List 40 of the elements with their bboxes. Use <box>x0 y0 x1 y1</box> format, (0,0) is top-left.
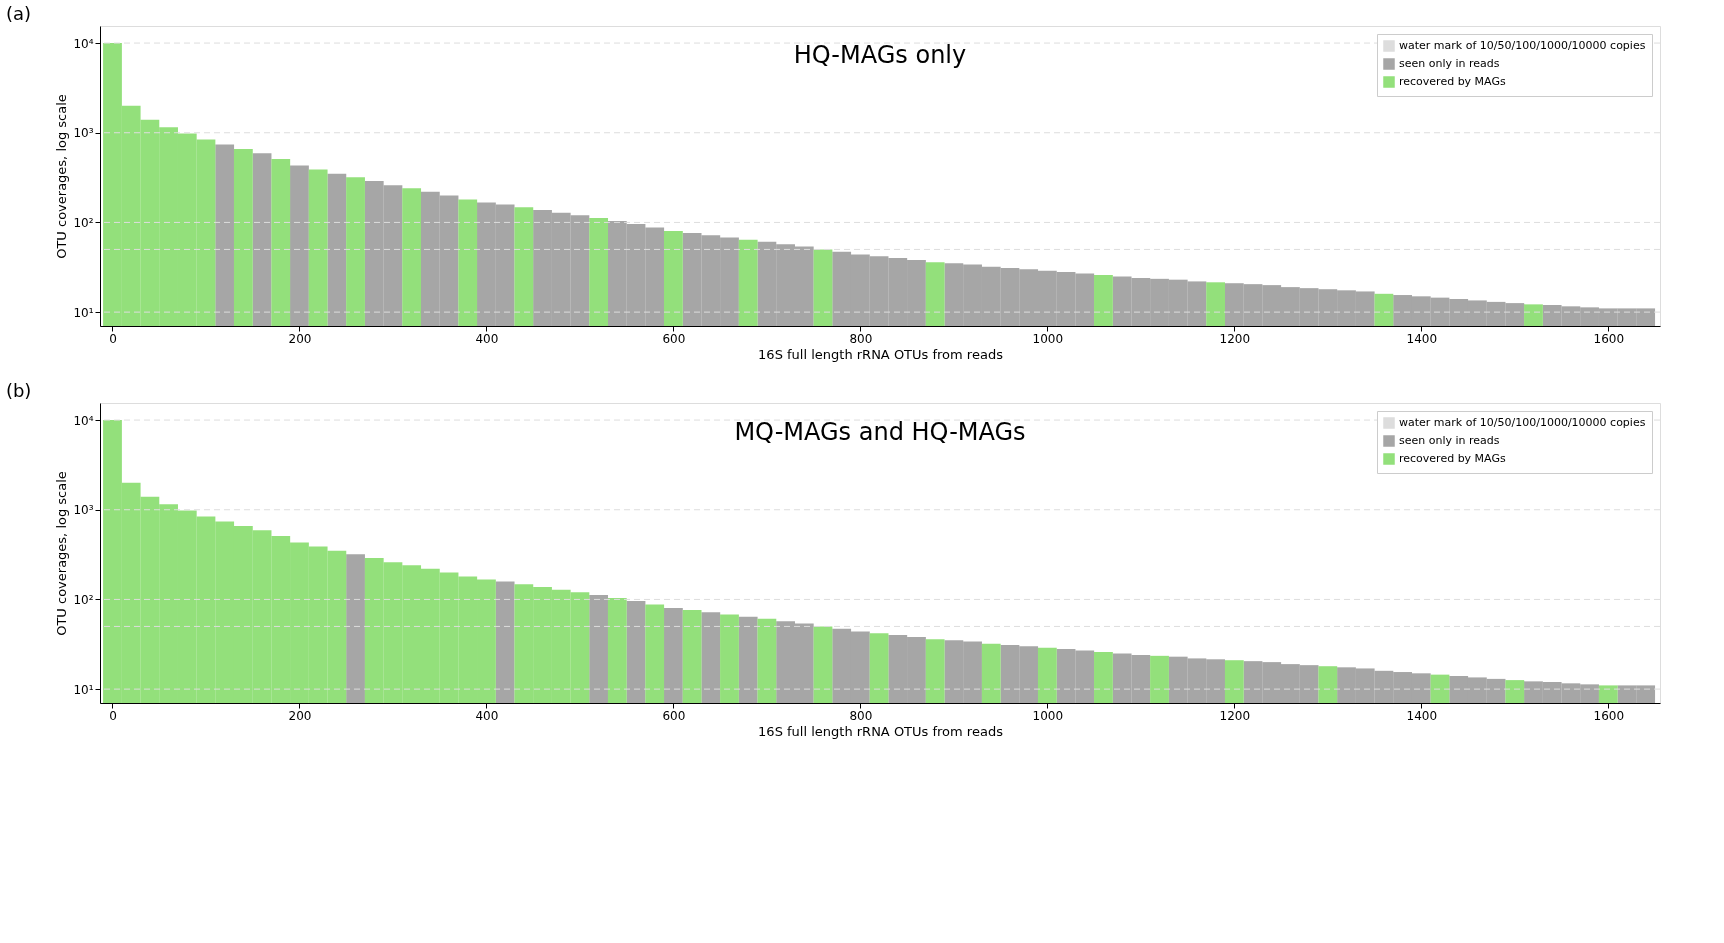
x-tick-label: 1200 <box>1219 708 1251 723</box>
x-tick-label: 400 <box>475 331 499 346</box>
y-tick-label: 10¹ <box>73 682 94 697</box>
y-tick-label: 10¹ <box>73 305 94 320</box>
text: HQ-MAGs only <box>793 41 967 69</box>
legend-label: water mark of 10/50/100/1000/10000 copies <box>1399 416 1646 429</box>
x-tick-label: 600 <box>662 331 686 346</box>
legend-label: water mark of 10/50/100/1000/10000 copies <box>1399 39 1646 52</box>
legend-label: seen only in reads <box>1399 434 1500 447</box>
x-axis-title: 16S full length rRNA OTUs from reads <box>758 723 1004 739</box>
x-axis-title: 16S full length rRNA OTUs from reads <box>758 346 1004 362</box>
x-tick-label: 200 <box>288 331 312 346</box>
x-tick-label: 400 <box>475 708 499 723</box>
x-tick-label: 1600 <box>1593 708 1625 723</box>
y-tick-label: 10² <box>73 215 94 230</box>
legend-label: recovered by MAGs <box>1399 452 1506 465</box>
text: MQ-MAGs and HQ-MAGs <box>734 418 1026 446</box>
x-tick-label: 1000 <box>1032 331 1064 346</box>
x-tick-label: 1400 <box>1406 331 1438 346</box>
x-tick-label: 1200 <box>1219 331 1251 346</box>
legend-label: seen only in reads <box>1399 57 1500 70</box>
x-tick-label: 200 <box>288 708 312 723</box>
y-axis-title: OTU coverages, log scale <box>54 94 70 259</box>
chart-title: (b) <box>5 380 32 401</box>
y-tick-label: 10³ <box>73 503 94 518</box>
x-tick-label: 1400 <box>1406 708 1438 723</box>
y-tick-label: 10⁴ <box>73 36 94 51</box>
y-tick-label: 10⁴ <box>73 413 94 428</box>
legend-label: recovered by MAGs <box>1399 75 1506 88</box>
x-tick-label: 600 <box>662 708 686 723</box>
x-tick-label: 0 <box>109 708 117 723</box>
x-tick-label: 800 <box>849 331 873 346</box>
y-tick-label: 10³ <box>73 126 94 141</box>
x-tick-label: 0 <box>109 331 117 346</box>
x-tick-label: 1600 <box>1593 331 1625 346</box>
chart-title: (a) <box>5 3 31 24</box>
y-axis-title: OTU coverages, log scale <box>54 471 70 636</box>
x-tick-label: 1000 <box>1032 708 1064 723</box>
y-tick-label: 10² <box>73 592 94 607</box>
x-tick-label: 800 <box>849 708 873 723</box>
